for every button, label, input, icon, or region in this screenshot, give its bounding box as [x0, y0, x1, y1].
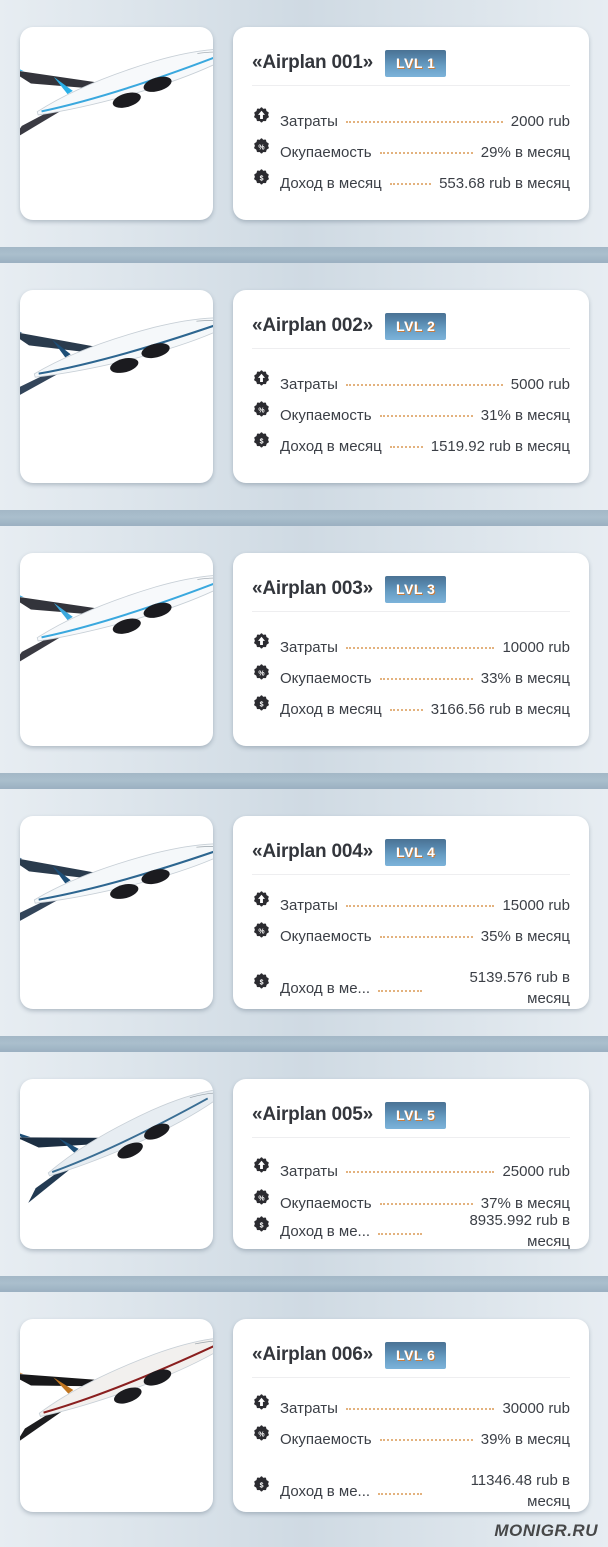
- svg-text:$: $: [260, 701, 264, 708]
- svg-text:$: $: [260, 1222, 264, 1229]
- svg-text:%: %: [258, 1431, 264, 1438]
- svg-text:%: %: [258, 407, 264, 414]
- svg-text:%: %: [258, 928, 264, 935]
- svg-text:$: $: [260, 979, 264, 986]
- svg-text:$: $: [260, 1482, 264, 1489]
- svg-text:$: $: [260, 438, 264, 445]
- svg-text:%: %: [258, 670, 264, 677]
- svg-text:$: $: [260, 175, 264, 182]
- svg-text:%: %: [258, 144, 264, 151]
- svg-text:%: %: [258, 1195, 264, 1202]
